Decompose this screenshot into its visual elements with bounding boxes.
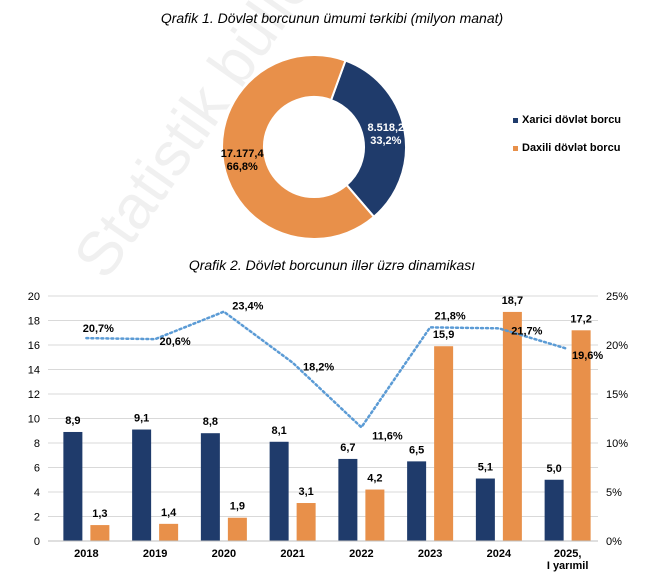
donut-percent-label: 33,2% [370, 135, 401, 147]
bar-series2-label: 4,2 [367, 473, 382, 485]
x-tick-label: 2021 [280, 548, 304, 560]
donut-slice-1 [329, 59, 407, 219]
bar-series1-label: 8,1 [271, 425, 286, 437]
bar-series2 [365, 489, 385, 541]
y2-tick-label: 15% [606, 389, 628, 401]
bar-series2 [159, 523, 179, 541]
y-tick-label: 10 [28, 414, 40, 426]
legend-swatch-2 [513, 146, 518, 151]
y2-tick-label: 25% [606, 291, 628, 303]
bar-series1-label: 8,8 [203, 416, 218, 428]
bar-series2 [571, 330, 591, 541]
bar-series1 [269, 441, 289, 541]
line-point-label: 18,2% [303, 362, 334, 374]
y2-tick-label: 10% [606, 438, 628, 450]
x-tick-label: 2018 [74, 548, 98, 560]
x-tick-label: 2024 [487, 548, 512, 560]
bar-series1 [475, 478, 495, 541]
y-tick-label: 6 [34, 463, 40, 475]
donut-slice-2 [221, 54, 376, 240]
line-series [85, 310, 569, 430]
bar-series1 [407, 461, 427, 541]
legend-label-2: Daxili dövlət borcu [522, 142, 620, 154]
bar-series1-label: 5,0 [546, 463, 561, 475]
y-tick-label: 20 [28, 291, 40, 303]
bar-series1-label: 5,1 [478, 462, 493, 474]
donut-chart-title: Qrafik 1. Dövlət borcunun ümumi tərkibi … [160, 10, 504, 26]
bar-series2 [90, 525, 110, 541]
line-point-label: 19,6% [572, 350, 603, 362]
line-point-label: 21,8% [435, 310, 466, 322]
y2-tick-label: 0% [606, 536, 622, 548]
y-tick-label: 2 [34, 512, 40, 524]
line-point-label: 23,4% [232, 301, 263, 313]
donut-value-label: 8.518,2 [367, 122, 404, 134]
y2-tick-label: 20% [606, 340, 628, 352]
bar-series1-label: 8,9 [65, 415, 80, 427]
line-point-label: 21,7% [511, 325, 542, 337]
bar-series1 [200, 433, 220, 541]
x-tick-label: 2020 [212, 548, 236, 560]
donut-percent-label: 66,8% [227, 161, 258, 173]
bar-series1-label: 6,5 [409, 444, 424, 456]
legend-label-1: Xarici dövlət borcu [522, 114, 621, 126]
bar-series2-label: 18,7 [502, 295, 523, 307]
y-tick-label: 8 [34, 438, 40, 450]
bar-series1 [63, 431, 83, 541]
y-tick-label: 18 [28, 316, 40, 328]
x-tick-label: 2025, [554, 548, 582, 560]
bar-series2-label: 17,2 [570, 313, 591, 325]
bar-series2 [434, 346, 454, 541]
donut-value-label: 17.177,4 [221, 148, 265, 160]
legend-swatch-1 [513, 118, 518, 123]
line-point-label: 20,6% [160, 336, 191, 348]
line-point-label: 11,6% [372, 430, 403, 442]
bar-series2-label: 3,1 [298, 486, 313, 498]
bar-series2-label: 15,9 [433, 329, 454, 341]
x-tick-label: 2022 [349, 548, 373, 560]
bar-series1-label: 9,1 [134, 413, 149, 425]
y-tick-label: 14 [28, 365, 40, 377]
bar-chart-title: Qrafik 2. Dövlət borcunun illər üzrə din… [188, 257, 476, 273]
bar-series1 [132, 429, 152, 541]
y-tick-label: 0 [34, 536, 40, 548]
x-tick-label: 2019 [143, 548, 167, 560]
bar-series2-label: 1,3 [92, 508, 107, 520]
bar-series2-label: 1,9 [230, 501, 245, 513]
bar-series1 [338, 458, 358, 541]
bar-series1 [544, 479, 564, 541]
bar-series2 [227, 517, 247, 541]
y-tick-label: 4 [34, 487, 40, 499]
y-tick-label: 12 [28, 389, 40, 401]
bar-series2-label: 1,4 [161, 507, 177, 519]
line-point-label: 20,7% [83, 323, 114, 335]
bar-series2 [296, 503, 316, 541]
bar-series2 [502, 311, 522, 541]
y-tick-label: 16 [28, 340, 40, 352]
y2-tick-label: 5% [606, 487, 622, 499]
x-tick-label: I yarımil [547, 560, 589, 572]
bar-series1-label: 6,7 [340, 442, 355, 454]
x-tick-label: 2023 [418, 548, 442, 560]
